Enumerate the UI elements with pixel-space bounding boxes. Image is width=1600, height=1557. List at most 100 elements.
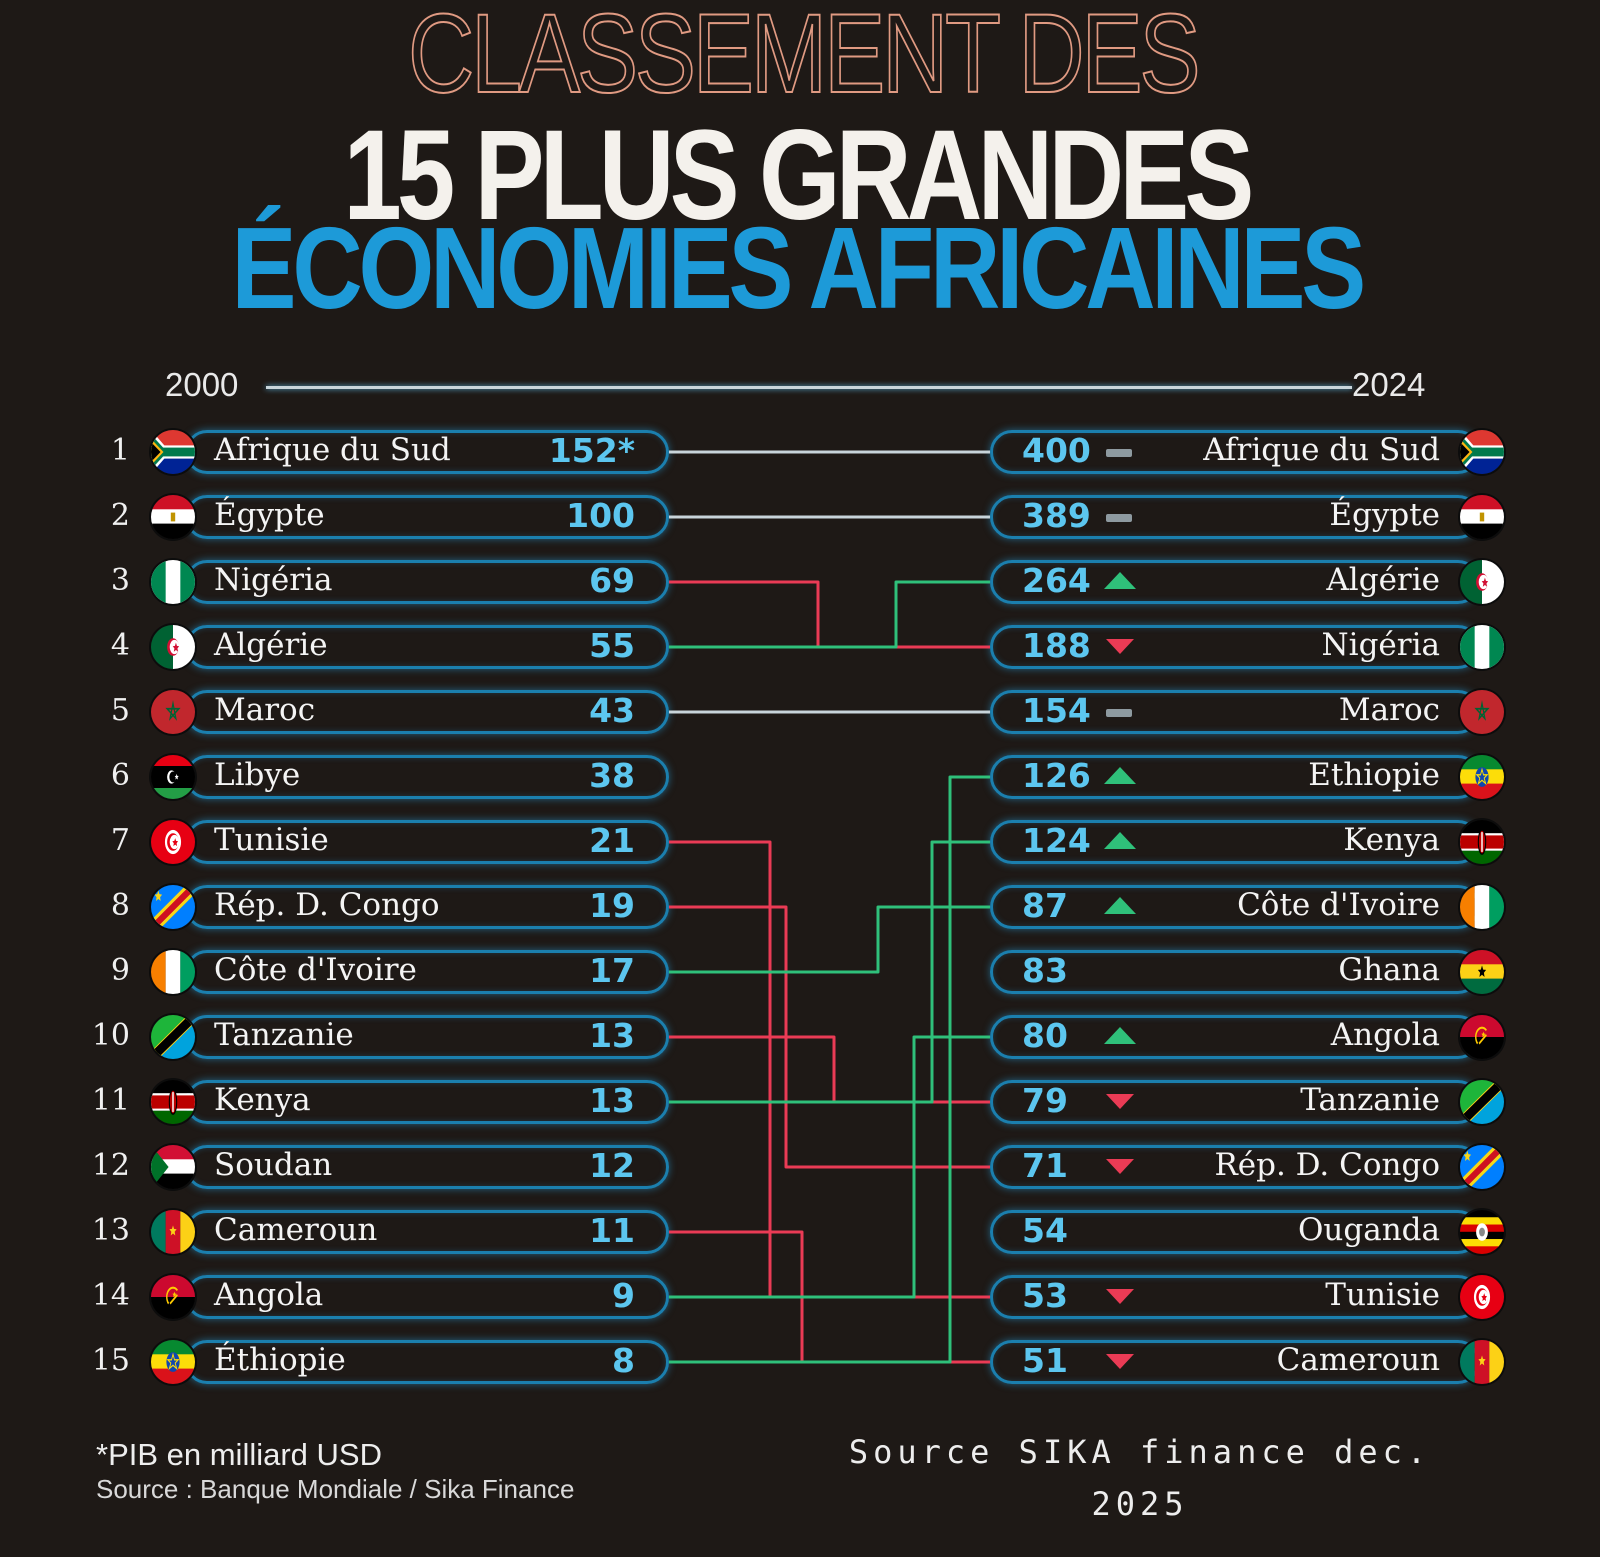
gdp-2024-value: 154 bbox=[1022, 691, 1091, 730]
gdp-2024-value: 54 bbox=[1022, 1211, 1068, 1250]
drc-flag bbox=[1460, 1145, 1504, 1189]
start-year-label: 2000 bbox=[165, 366, 239, 403]
timeline-line bbox=[266, 386, 1352, 389]
trend-same-icon bbox=[1104, 442, 1138, 462]
country-2000-afrique-du-sud: Afrique du Sud bbox=[214, 432, 451, 468]
egypt-flag bbox=[1460, 495, 1504, 539]
gdp-2000-value: 38 bbox=[589, 756, 635, 795]
gdp-2024-value: 389 bbox=[1022, 496, 1091, 535]
gdp-2000-value: 12 bbox=[589, 1146, 635, 1185]
trend-up-icon bbox=[1104, 572, 1138, 592]
rank-link-down bbox=[669, 1230, 990, 1364]
gdp-2024-value: 126 bbox=[1022, 756, 1091, 795]
title-line-1: CLASSEMENT DES bbox=[407, 0, 1201, 116]
gdp-2000-value: 8 bbox=[612, 1341, 635, 1380]
morocco-flag bbox=[151, 690, 195, 734]
trend-same-icon bbox=[1104, 702, 1138, 722]
angola-flag bbox=[1460, 1015, 1504, 1059]
rank-number: 5 bbox=[110, 693, 130, 728]
gdp-2000-value: 19 bbox=[589, 886, 635, 925]
rank-number: 10 bbox=[91, 1018, 130, 1053]
country-2024-egypte: Égypte bbox=[1329, 497, 1440, 533]
gdp-2000-value: 21 bbox=[589, 821, 635, 860]
trend-down-icon bbox=[1104, 1352, 1138, 1372]
gdp-2024-value: 71 bbox=[1022, 1146, 1068, 1185]
rank-number: 13 bbox=[91, 1213, 130, 1248]
rank-link-down bbox=[669, 1035, 990, 1104]
source-credit-line-1: Source SIKA finance dec. bbox=[848, 1433, 1432, 1471]
trend-down-icon bbox=[1104, 637, 1138, 657]
drc-flag bbox=[151, 885, 195, 929]
rank-number: 3 bbox=[110, 563, 130, 598]
ivory-coast-flag bbox=[1460, 885, 1504, 929]
gdp-2000-value: 152* bbox=[548, 431, 635, 470]
country-2024-tunisie: Tunisie bbox=[1325, 1277, 1440, 1313]
country-2024-algerie: Algérie bbox=[1326, 562, 1440, 598]
gdp-2000-value: 55 bbox=[589, 626, 635, 665]
ethiopia-flag bbox=[151, 1340, 195, 1384]
country-2024-ghana: Ghana bbox=[1338, 952, 1440, 988]
source-note: Source : Banque Mondiale / Sika Finance bbox=[96, 1474, 575, 1504]
country-2000-egypte: Égypte bbox=[214, 497, 325, 533]
country-2000-algerie: Algérie bbox=[214, 627, 328, 663]
gdp-2000-value: 17 bbox=[589, 951, 635, 990]
gdp-2024-value: 51 bbox=[1022, 1341, 1068, 1380]
trend-down-icon bbox=[1104, 1287, 1138, 1307]
south-africa-flag bbox=[1460, 430, 1504, 474]
country-2024-nigeria: Nigéria bbox=[1321, 627, 1440, 663]
gdp-2024-value: 53 bbox=[1022, 1276, 1068, 1315]
gdp-2000-value: 13 bbox=[589, 1016, 635, 1055]
tanzania-flag bbox=[1460, 1080, 1504, 1124]
cameroon-flag bbox=[1460, 1340, 1504, 1384]
gdp-2000-value: 100 bbox=[566, 496, 635, 535]
ivory-coast-flag bbox=[151, 950, 195, 994]
morocco-flag bbox=[1460, 690, 1504, 734]
rank-number: 6 bbox=[110, 758, 130, 793]
gdp-2000-value: 69 bbox=[589, 561, 635, 600]
trend-down-icon bbox=[1104, 1092, 1138, 1112]
country-2000-ethiopie: Éthiopie bbox=[214, 1342, 346, 1378]
rank-link-up bbox=[669, 1035, 990, 1299]
rank-number: 9 bbox=[110, 953, 130, 988]
country-2000-cote-d-ivoire: Côte d'Ivoire bbox=[214, 952, 417, 988]
source-credit: Source SIKA finance dec. 2025 bbox=[820, 1426, 1460, 1530]
rank-number: 1 bbox=[110, 433, 130, 468]
country-2000-rep-d-congo: Rép. D. Congo bbox=[214, 887, 440, 923]
country-2024-tanzanie: Tanzanie bbox=[1300, 1082, 1440, 1118]
gdp-2024-value: 79 bbox=[1022, 1081, 1068, 1120]
gdp-2024-value: 87 bbox=[1022, 886, 1068, 925]
rank-number: 4 bbox=[110, 628, 130, 663]
rank-link-up bbox=[669, 840, 990, 1104]
country-2000-angola: Angola bbox=[214, 1277, 324, 1313]
country-2024-ouganda: Ouganda bbox=[1298, 1212, 1440, 1248]
title-line-3: ÉCONOMIES AFRICAINES bbox=[231, 203, 1367, 333]
country-2000-cameroun: Cameroun bbox=[214, 1212, 378, 1248]
cameroon-flag bbox=[151, 1210, 195, 1254]
rank-link-up bbox=[669, 580, 990, 649]
rank-number: 7 bbox=[110, 823, 130, 858]
algeria-flag bbox=[151, 625, 195, 669]
gdp-2000-value: 11 bbox=[589, 1211, 635, 1250]
end-year-label: 2024 bbox=[1352, 366, 1426, 403]
kenya-flag bbox=[1460, 820, 1504, 864]
gdp-2024-value: 124 bbox=[1022, 821, 1091, 860]
gdp-2024-value: 80 bbox=[1022, 1016, 1068, 1055]
gdp-2000-value: 43 bbox=[589, 691, 635, 730]
gdp-2000-value: 13 bbox=[589, 1081, 635, 1120]
ethiopia-flag bbox=[1460, 755, 1504, 799]
country-2024-kenya: Kenya bbox=[1343, 822, 1440, 858]
uganda-flag bbox=[1460, 1210, 1504, 1254]
rank-number: 11 bbox=[91, 1083, 130, 1118]
rank-number: 15 bbox=[91, 1343, 130, 1378]
south-africa-flag bbox=[151, 430, 195, 474]
country-2000-tunisie: Tunisie bbox=[214, 822, 329, 858]
kenya-flag bbox=[151, 1080, 195, 1124]
gdp-2024-value: 83 bbox=[1022, 951, 1068, 990]
country-2024-angola: Angola bbox=[1330, 1017, 1440, 1053]
trend-same-icon bbox=[1104, 507, 1138, 527]
rank-number: 14 bbox=[91, 1278, 130, 1313]
rank-number: 8 bbox=[110, 888, 130, 923]
country-2000-kenya: Kenya bbox=[214, 1082, 311, 1118]
tanzania-flag bbox=[151, 1015, 195, 1059]
trend-down-icon bbox=[1104, 1157, 1138, 1177]
